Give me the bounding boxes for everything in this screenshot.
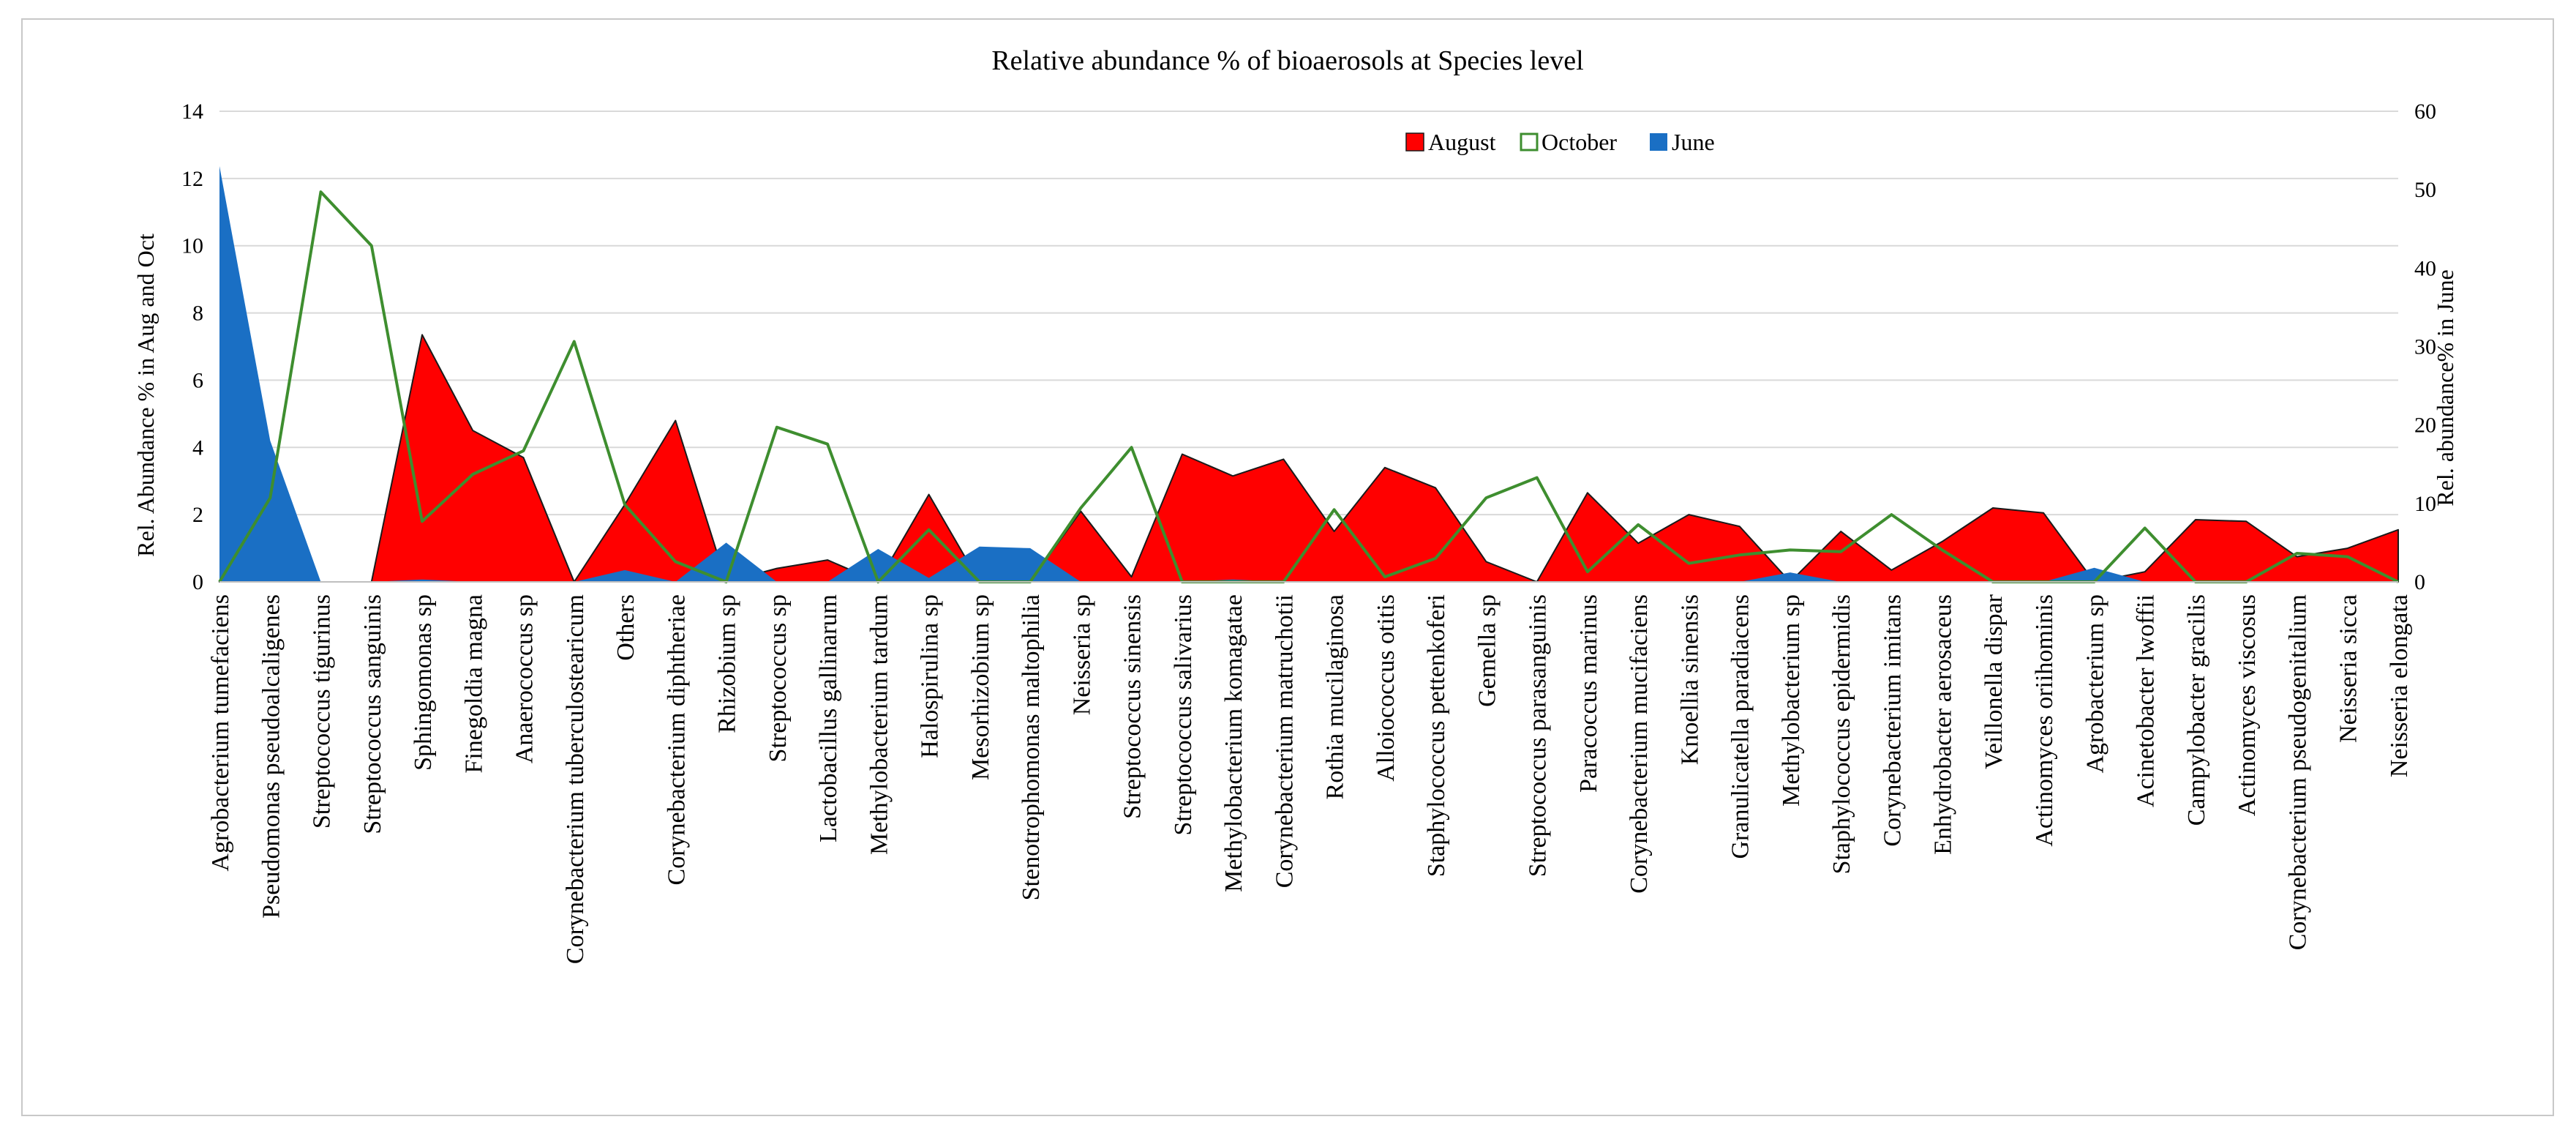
- category-label: Sphingomonas sp: [410, 594, 437, 771]
- legend: August October June: [1405, 129, 1715, 155]
- y-left-tick-label: 2: [192, 503, 203, 527]
- y-left-tick-label: 0: [192, 570, 203, 594]
- y-right-tick-label: 20: [2414, 414, 2436, 438]
- category-label: Corynebacterium imitans: [1879, 594, 1906, 847]
- y-right-tick-label: 60: [2414, 100, 2436, 124]
- category-label: Streptococcus sp: [765, 594, 792, 762]
- category-label: Corynebacterium mucifaciens: [1626, 594, 1653, 894]
- category-label: Gemella sp: [1473, 594, 1501, 707]
- category-label: Actinomyces oriihominis: [2031, 594, 2058, 847]
- y-left-tick-label: 4: [192, 435, 203, 460]
- category-label: Acinetobacter lwoffii: [2133, 594, 2160, 807]
- chart-title: Relative abundance % of bioaerosols at S…: [991, 45, 1583, 76]
- category-label: Agrobacterium sp: [2081, 594, 2109, 774]
- legend-label-august: August: [1428, 129, 1496, 155]
- category-label: Corynebacterium matruchotii: [1271, 594, 1298, 888]
- category-label: Granulicatella paradiacens: [1727, 594, 1754, 859]
- category-label: Streptococcus salivarius: [1170, 594, 1197, 836]
- category-label: Paracoccus marinus: [1575, 594, 1602, 793]
- category-label: Corynebacterium tuberculostearicum: [562, 594, 589, 964]
- y-left-tick-label: 10: [181, 234, 203, 258]
- category-labels: Agrobacterium tumefaciens Pseudomonas pse…: [207, 594, 2413, 964]
- category-label: Neisseria sicca: [2335, 594, 2362, 743]
- category-label: Corynebacterium pseudogenitalium: [2284, 594, 2311, 950]
- category-label: Finegoldia magna: [460, 594, 487, 774]
- category-label: Neisseria sp: [1068, 594, 1095, 715]
- category-label: Lactobacillus gallinarum: [815, 594, 842, 842]
- category-label: Methylobacterium komagatae: [1220, 594, 1247, 892]
- y-left-tick-label: 8: [192, 302, 203, 326]
- category-label: Rothia mucilaginosa: [1322, 594, 1349, 799]
- y-right-tick-label: 40: [2414, 256, 2436, 280]
- category-label: Methylobacterium sp: [1778, 594, 1805, 807]
- legend-label-october: October: [1542, 129, 1617, 155]
- y-axis-left-title: Rel. Abundance % in Aug and Oct: [132, 233, 159, 557]
- category-label: Staphylococcus epidermidis: [1828, 594, 1855, 874]
- category-label: Anaerococcus sp: [511, 594, 538, 763]
- category-label: Enhydrobacter aerosaceus: [1930, 594, 1957, 855]
- category-label: Methylobacterium tardum: [865, 594, 893, 855]
- category-label: Campylobacter gracilis: [2183, 594, 2210, 826]
- y-right-tick-label: 30: [2414, 335, 2436, 359]
- category-label: Actinomyces viscosus: [2234, 594, 2261, 816]
- y-right-tick-label: 0: [2414, 570, 2425, 594]
- legend-swatch-october: [1520, 132, 1539, 152]
- y-left-tick-label: 6: [192, 368, 203, 392]
- category-label: Streptococcus tigurinus: [309, 594, 336, 829]
- category-label: Staphylococcus pettenkoferi: [1423, 594, 1450, 877]
- y-left-tick-label: 12: [181, 167, 203, 191]
- legend-swatch-august: [1405, 132, 1424, 152]
- y-right-tick-label: 50: [2414, 178, 2436, 202]
- legend-label-june: June: [1672, 129, 1715, 155]
- category-label: Corynebacterium diphtheriae: [663, 594, 690, 885]
- category-label: Streptococcus sinensis: [1119, 594, 1146, 819]
- category-label: Rhizobium sp: [714, 594, 741, 733]
- category-label: Halospirulina sp: [917, 594, 944, 758]
- category-label: Mesorhizobium sp: [967, 594, 994, 780]
- y-left-tick-label: 14: [181, 100, 203, 124]
- legend-swatch-june: [1650, 133, 1667, 151]
- y-axis-right-title: Rel. abundance% in June: [2432, 269, 2458, 506]
- category-label: Alloiococcus otitis: [1373, 594, 1400, 782]
- category-label: Streptococcus sanguinis: [359, 594, 386, 834]
- y-right-tick-label: 10: [2414, 492, 2436, 516]
- category-label: Stenotrophomonas maltophilia: [1018, 594, 1045, 900]
- category-label: Neisseria elongata: [2386, 594, 2413, 777]
- category-label: Streptococcus parasanguinis: [1525, 594, 1552, 877]
- category-label: Pseudomonas pseudoalcaligenes: [258, 594, 285, 919]
- category-label: Others: [612, 594, 639, 661]
- category-label: Knoellia sinensis: [1676, 594, 1703, 765]
- category-label: Veillonella dispar: [1980, 594, 2008, 769]
- category-label: Agrobacterium tumefaciens: [207, 594, 234, 872]
- axes: 0 2 4 6 8 10 12 14 0 10 20 30 40 50 60: [181, 100, 2436, 594]
